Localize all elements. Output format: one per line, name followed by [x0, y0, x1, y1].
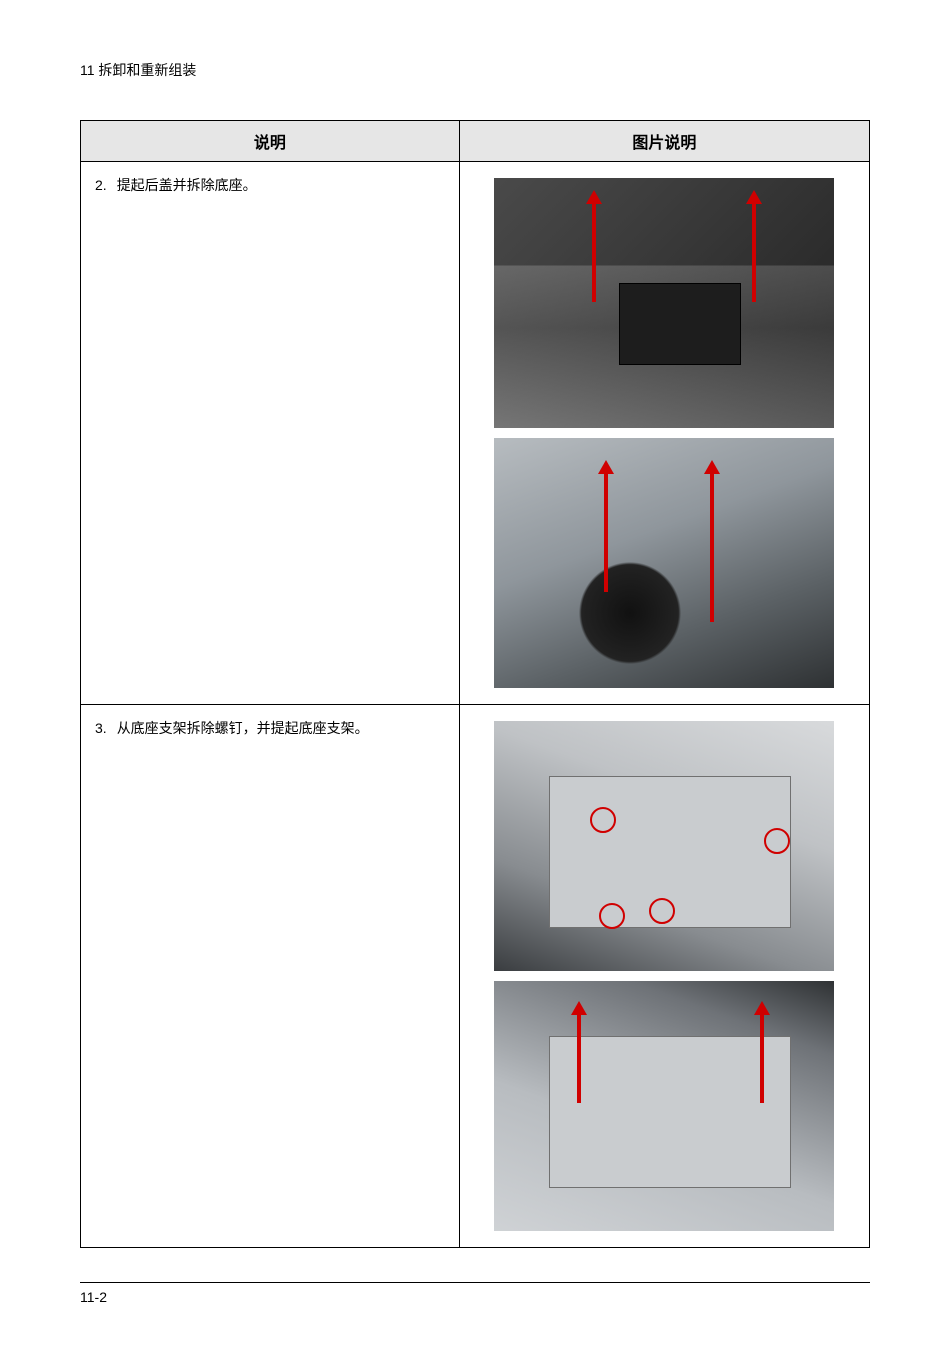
instruction-photo	[494, 178, 834, 428]
arrow-up-line	[710, 472, 714, 622]
arrow-up-line	[752, 202, 756, 302]
page-footer: 11-2	[80, 1282, 870, 1305]
arrow-up-head	[746, 190, 762, 204]
arrow-up-line	[592, 202, 596, 302]
instruction-table: 说明 图片说明 2. 提起后盖并拆除底座。 3. 从底座支架拆除螺钉，并提起底座支架。	[80, 120, 870, 1248]
photo-panel	[549, 1036, 791, 1188]
col-header-desc: 说明	[81, 121, 460, 162]
pic-cell	[459, 162, 869, 705]
arrow-up-line	[760, 1013, 764, 1103]
pic-cell	[459, 705, 869, 1248]
desc-cell: 2. 提起后盖并拆除底座。	[81, 162, 460, 705]
arrow-up-line	[577, 1013, 581, 1103]
page: 11 拆卸和重新组装 说明 图片说明 2. 提起后盖并拆除底座。 3. 从底座支架拆除…	[0, 0, 950, 1345]
photo-stack	[474, 717, 855, 1235]
page-number: 11-2	[80, 1289, 107, 1305]
arrow-up-head	[704, 460, 720, 474]
arrow-up-head	[754, 1001, 770, 1015]
table-row: 3. 从底座支架拆除螺钉，并提起底座支架。	[81, 705, 870, 1248]
step-text: 提起后盖并拆除底座。	[117, 174, 445, 196]
photo-panel	[619, 283, 741, 365]
arrow-up-head	[598, 460, 614, 474]
arrow-up-line	[604, 472, 608, 592]
section-header: 11 拆卸和重新组装	[80, 60, 870, 80]
desc-cell: 3. 从底座支架拆除螺钉，并提起底座支架。	[81, 705, 460, 1248]
arrow-up-head	[586, 190, 602, 204]
step-line: 3. 从底座支架拆除螺钉，并提起底座支架。	[95, 717, 445, 739]
instruction-photo	[494, 438, 834, 688]
col-header-pic: 图片说明	[459, 121, 869, 162]
step-number: 3.	[95, 717, 107, 739]
instruction-photo	[494, 981, 834, 1231]
step-line: 2. 提起后盖并拆除底座。	[95, 174, 445, 196]
step-number: 2.	[95, 174, 107, 196]
table-row: 2. 提起后盖并拆除底座。	[81, 162, 870, 705]
photo-stack	[474, 174, 855, 692]
table-header-row: 说明 图片说明	[81, 121, 870, 162]
arrow-up-head	[571, 1001, 587, 1015]
step-text: 从底座支架拆除螺钉，并提起底座支架。	[117, 717, 445, 739]
instruction-photo	[494, 721, 834, 971]
